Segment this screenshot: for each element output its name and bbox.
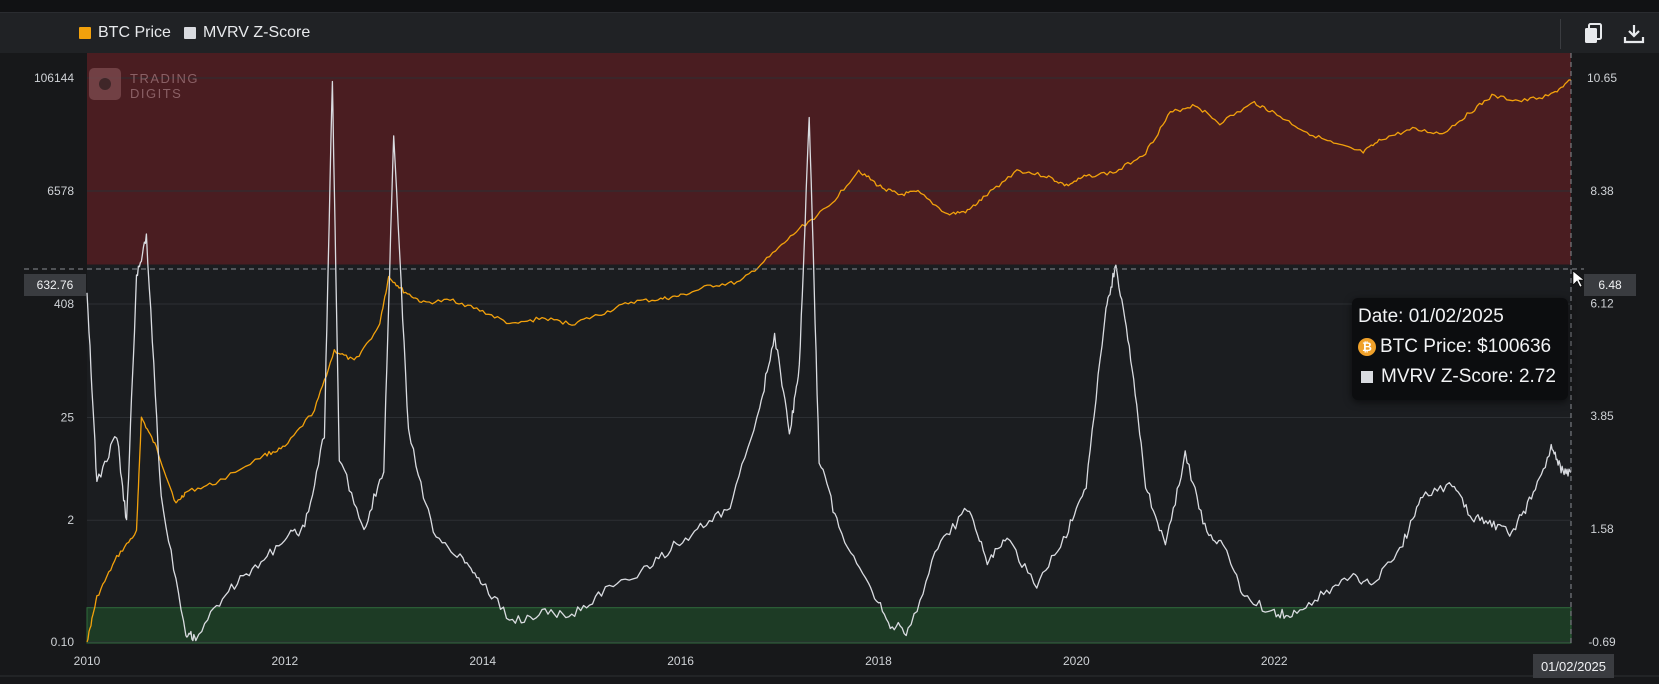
- legend-label-mvrv: MVRV Z-Score: [203, 24, 311, 41]
- tooltip-mvrv-row: MVRV Z-Score: 2.72: [1358, 366, 1556, 388]
- copy-icon: [1585, 23, 1602, 43]
- download-button[interactable]: [1620, 20, 1648, 48]
- right-tick-label: 1.58: [1590, 522, 1614, 536]
- overvalued-zone: [87, 53, 1571, 265]
- left-tick-label: 0.10: [51, 635, 75, 649]
- crosshair-right-value: 6.48: [1584, 274, 1636, 296]
- left-tick-label: 408: [54, 297, 74, 311]
- left-tick-label: 6578: [47, 184, 74, 198]
- tooltip: Date: 01/02/2025 ₿ BTC Price: $100636 MV…: [1352, 298, 1568, 400]
- right-tick-label: 6.12: [1590, 296, 1614, 310]
- crosshair-left-value: 632.76: [24, 274, 86, 296]
- right-tick-label: -0.69: [1588, 635, 1616, 649]
- left-tick-label: 106144: [34, 71, 74, 85]
- chart-header-bar: BTC Price MVRV Z-Score: [0, 13, 1659, 54]
- crosshair-date-label: 01/02/2025: [1533, 654, 1614, 678]
- x-tick-label: 2014: [469, 654, 496, 668]
- tooltip-date: Date: 01/02/2025: [1358, 306, 1504, 328]
- x-tick-label: 2012: [272, 654, 299, 668]
- legend-item-mvrv[interactable]: MVRV Z-Score: [184, 23, 310, 43]
- mvrv-zscore-line: [86, 80, 1572, 642]
- btc-price-line: [86, 79, 1572, 643]
- x-tick-label: 2016: [667, 654, 694, 668]
- tooltip-btc-text: BTC Price: $100636: [1380, 336, 1552, 357]
- x-tick-label: 2010: [74, 654, 101, 668]
- right-tick-label: 10.65: [1587, 71, 1617, 85]
- bitcoin-icon: ₿: [1358, 338, 1376, 356]
- mouse-cursor-icon: [1572, 270, 1585, 288]
- right-tick-label: 3.85: [1590, 409, 1614, 423]
- watermark-icon-dot: [99, 78, 111, 90]
- tooltip-mvrv-text: MVRV Z-Score: 2.72: [1381, 366, 1556, 387]
- left-tick-label: 2: [67, 513, 74, 527]
- x-tick-label: 2020: [1063, 654, 1090, 668]
- legend-label-btc: BTC Price: [98, 24, 171, 41]
- x-tick-label: 2022: [1261, 654, 1288, 668]
- grid-lines: [87, 77, 1571, 643]
- left-axis: 106144 6578 408 25 2 0.10: [34, 71, 74, 649]
- window-top-strip: [0, 0, 1659, 13]
- undervalued-zone: [86, 607, 1572, 644]
- legend-swatch-btc: [79, 27, 91, 39]
- legend-item-btc-price[interactable]: BTC Price: [79, 23, 171, 43]
- x-tick-label: 2018: [865, 654, 892, 668]
- tooltip-date-text: Date: 01/02/2025: [1358, 306, 1504, 327]
- left-tick-label: 25: [61, 411, 75, 425]
- series-layer: [86, 79, 1572, 643]
- toolbar-separator: [1560, 19, 1561, 49]
- copy-button[interactable]: [1580, 20, 1608, 48]
- watermark-text-1: TRADING: [130, 71, 199, 86]
- tooltip-btc-row: ₿ BTC Price: $100636: [1358, 336, 1551, 358]
- right-tick-label: 8.38: [1590, 184, 1614, 198]
- legend-swatch-mvrv: [184, 27, 196, 39]
- download-icon: [1623, 25, 1645, 44]
- mvrv-square-icon: [1361, 371, 1373, 383]
- watermark-logo: TRADING DIGITS: [89, 68, 199, 101]
- chart-area[interactable]: TRADING DIGITS 106144 6578 408 25 2 0.10 10.6…: [0, 53, 1659, 684]
- watermark-text-2: DIGITS: [130, 86, 182, 101]
- right-axis: 10.65 8.38 6.12 3.85 1.58 -0.69: [1587, 71, 1617, 649]
- x-axis: 2010 2012 2014 2016 2018 2020 2022: [0, 654, 1659, 677]
